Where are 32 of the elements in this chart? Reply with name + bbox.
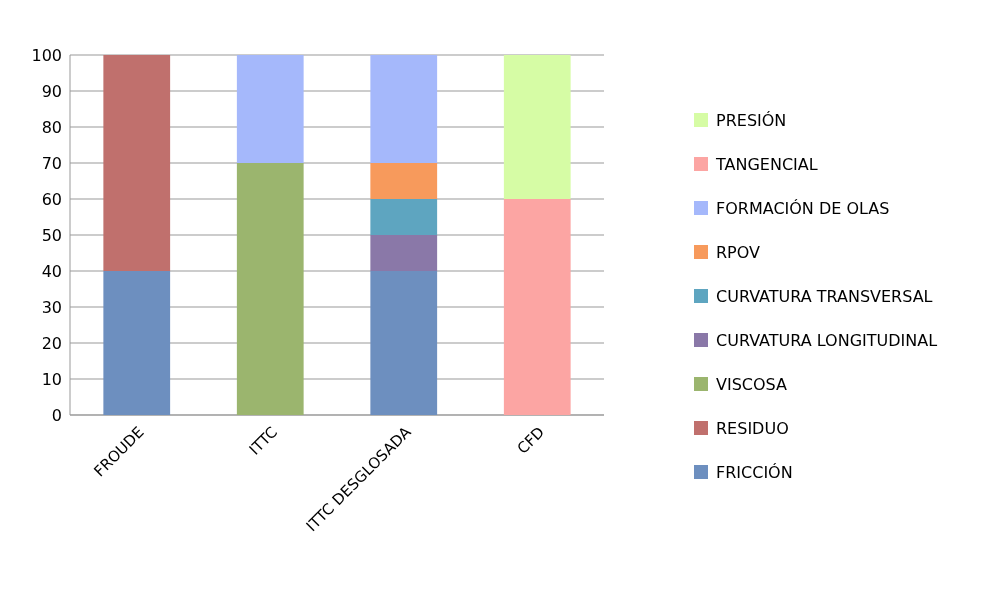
y-tick-label: 30 bbox=[41, 297, 62, 317]
bar bbox=[370, 199, 438, 235]
bar bbox=[370, 271, 438, 415]
legend-label: PRESIÓN bbox=[716, 110, 787, 130]
bar bbox=[370, 55, 438, 163]
bar bbox=[103, 271, 171, 415]
bar bbox=[503, 199, 571, 415]
y-tick-label: 90 bbox=[41, 81, 62, 101]
legend-label: RESIDUO bbox=[716, 418, 789, 438]
legend-label: CURVATURA LONGITUDINAL bbox=[716, 330, 938, 350]
bar bbox=[503, 55, 571, 199]
bar bbox=[370, 235, 438, 271]
y-tick-label: 20 bbox=[41, 333, 62, 353]
legend-label: FORMACIÓN DE OLAS bbox=[716, 198, 890, 218]
x-tick-label: CFD bbox=[513, 423, 549, 458]
y-tick-label: 100 bbox=[31, 45, 62, 65]
legend-label: RPOV bbox=[716, 242, 761, 262]
y-tick-label: 50 bbox=[41, 225, 62, 245]
legend-label: FRICCIÓN bbox=[716, 462, 793, 482]
legend-label: TANGENCIAL bbox=[715, 154, 818, 174]
bar bbox=[103, 55, 171, 271]
bar bbox=[370, 163, 438, 199]
legend-label: CURVATURA TRANSVERSAL bbox=[716, 286, 933, 306]
y-tick-label: 40 bbox=[41, 261, 62, 281]
y-tick-label: 0 bbox=[51, 405, 62, 425]
y-tick-label: 10 bbox=[41, 369, 62, 389]
bar bbox=[236, 163, 304, 415]
legend-label: VISCOSA bbox=[716, 374, 788, 394]
y-tick-label: 80 bbox=[41, 117, 62, 137]
bar bbox=[236, 55, 304, 163]
y-tick-label: 60 bbox=[41, 189, 62, 209]
y-tick-label: 70 bbox=[41, 153, 62, 173]
